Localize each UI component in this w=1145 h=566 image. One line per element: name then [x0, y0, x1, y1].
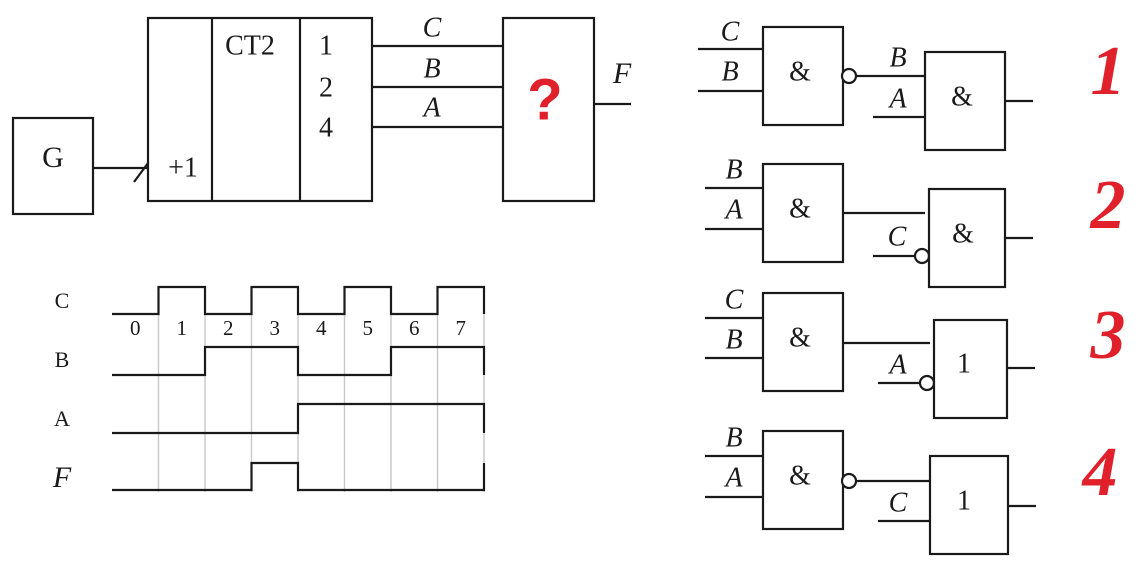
option-3-gate-1-symbol: & — [789, 322, 811, 353]
option-1-gate-1 — [761, 25, 845, 127]
timing-label-a: A — [54, 406, 70, 431]
timing-diagram: C B A F 0 1 2 3 4 5 6 7 — [52, 285, 486, 494]
time-label: 3 — [270, 316, 281, 340]
option-2-label-c: C — [888, 221, 907, 252]
unknown-block — [501, 16, 596, 203]
option-3-circuit: C B & A 1 3 — [705, 284, 1126, 420]
option-4-gate-1 — [761, 429, 845, 531]
option-4-label-b: B — [725, 422, 742, 453]
waveform-b — [112, 345, 486, 377]
waveform-f — [112, 461, 486, 492]
time-label: 2 — [223, 316, 234, 340]
waveform-c — [112, 285, 486, 316]
question-mark-icon: ? — [527, 67, 562, 132]
time-label: 4 — [316, 316, 327, 340]
option-1-number: 1 — [1091, 33, 1126, 110]
counter-clock-label: +1 — [168, 152, 198, 183]
option-1-inverter-bubble — [840, 67, 858, 85]
option-2-gate-1 — [761, 162, 845, 264]
option-4-number: 4 — [1081, 434, 1118, 511]
option-3-inverter-bubble — [918, 374, 936, 392]
option-2-number: 2 — [1090, 167, 1126, 244]
option-4-label-c: C — [889, 487, 908, 518]
option-2-label-b: B — [725, 154, 742, 185]
option-3-number: 3 — [1090, 297, 1126, 374]
option-2-label-a: A — [723, 194, 743, 225]
time-label: 6 — [409, 316, 420, 340]
block-diagram: G +1 CT2 1 2 4 C B A ? F — [11, 12, 632, 216]
timing-waveforms: 0 1 2 3 4 5 6 7 — [112, 285, 486, 492]
option-3-label-a: A — [887, 349, 907, 380]
time-label: 0 — [130, 316, 141, 340]
counter-block — [146, 16, 374, 203]
time-label: 5 — [363, 316, 374, 340]
generator-block — [11, 116, 95, 216]
signal-label-c: C — [423, 12, 442, 43]
counter-output-2: 2 — [319, 72, 333, 103]
option-2-inverter-bubble — [913, 247, 931, 265]
option-1-label-b: B — [721, 56, 738, 87]
timing-label-f: F — [52, 461, 72, 494]
timing-label-c: C — [55, 288, 70, 313]
option-1-circuit: C B & B A & 1 — [698, 16, 1126, 152]
option-1-gate-2-symbol: & — [951, 81, 973, 112]
output-label-f: F — [612, 57, 632, 90]
counter-type-label: CT2 — [225, 30, 275, 61]
signal-label-b: B — [423, 53, 440, 84]
option-2-circuit: B A & C & 2 — [705, 154, 1126, 289]
option-4-gate-2 — [928, 454, 1010, 556]
option-1-gate-1-symbol: & — [789, 56, 811, 87]
counter-output-4: 4 — [319, 112, 333, 143]
option-1-label-b2: B — [889, 42, 906, 73]
option-2-gate-2-symbol: & — [952, 218, 974, 249]
option-1-label-c: C — [721, 16, 740, 47]
option-2-gate-1-symbol: & — [789, 193, 811, 224]
timing-label-b: B — [55, 347, 70, 372]
time-label: 7 — [456, 316, 467, 340]
waveform-a — [112, 402, 486, 435]
time-label: 1 — [177, 316, 188, 340]
signal-label-a: A — [421, 92, 441, 123]
option-4-label-a: A — [723, 462, 743, 493]
generator-label: G — [42, 141, 64, 174]
option-3-label-c: C — [725, 284, 744, 315]
option-3-gate-1 — [761, 291, 845, 393]
option-4-circuit: B A & C 1 4 — [705, 422, 1118, 556]
option-4-inverter-bubble — [840, 472, 858, 490]
counter-output-1: 1 — [319, 30, 333, 61]
option-2-gate-2 — [927, 187, 1007, 289]
option-3-label-b: B — [725, 324, 742, 355]
option-3-gate-2-symbol: 1 — [957, 348, 971, 379]
option-1-label-a: A — [887, 83, 907, 114]
option-4-gate-1-symbol: & — [789, 460, 811, 491]
option-4-gate-2-symbol: 1 — [957, 485, 971, 516]
